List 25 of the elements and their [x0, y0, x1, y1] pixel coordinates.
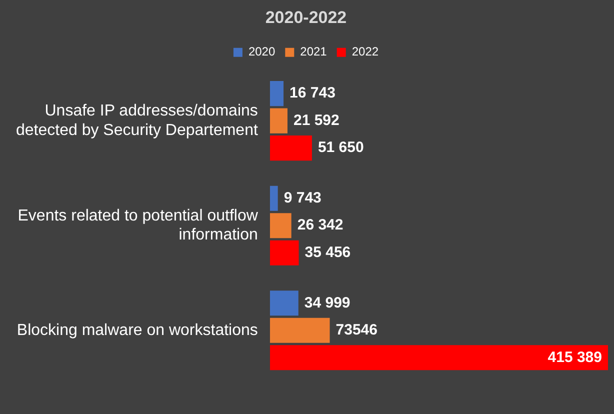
- y-tick-label: Blocking malware on workstations: [16, 322, 258, 339]
- bar: [270, 290, 298, 316]
- bar: [270, 318, 330, 343]
- bar: [270, 240, 299, 266]
- bar: [270, 108, 288, 134]
- y-tick-label: Unsafe IP addresses/domains detected by Security Departement: [16, 102, 258, 139]
- bar: [270, 345, 608, 370]
- bar: [270, 213, 292, 238]
- legend-label: 2020: [248, 44, 276, 59]
- data-label: 51 650: [318, 139, 364, 156]
- y-tick-label: Events related to potential outflow information: [18, 207, 258, 244]
- bar: [270, 186, 278, 211]
- data-label: 26 342: [297, 216, 344, 234]
- data-label: 9 743: [284, 189, 322, 206]
- data-label: 16 743: [290, 84, 336, 102]
- data-label: 35 456: [304, 244, 351, 261]
- data-label: 73546: [336, 322, 378, 339]
- bar: [270, 81, 284, 106]
- chart-title: 2020-2022: [265, 8, 347, 27]
- legend-label: 2021: [300, 44, 328, 59]
- legend-label: 2022: [352, 44, 379, 59]
- data-label: 415 389: [548, 348, 602, 366]
- bar: [270, 136, 312, 161]
- data-label: 34 999: [304, 294, 350, 312]
- data-label: 21 592: [293, 112, 340, 129]
